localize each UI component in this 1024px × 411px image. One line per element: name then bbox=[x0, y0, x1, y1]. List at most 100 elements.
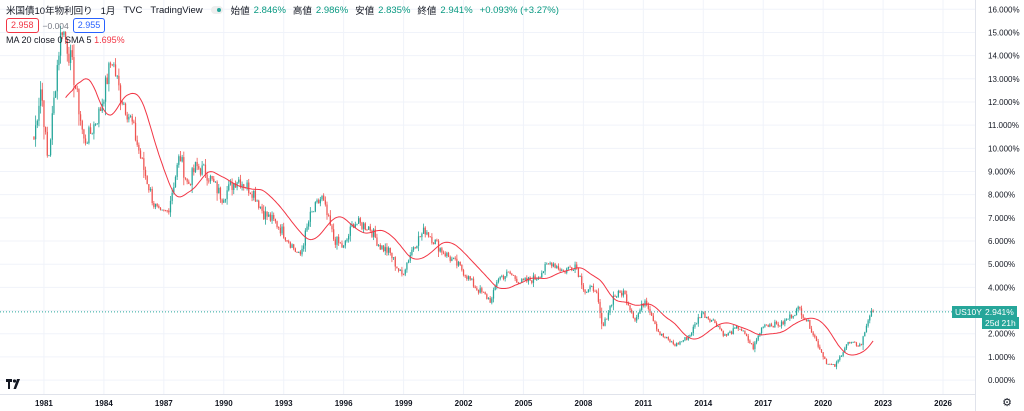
candle-body bbox=[464, 275, 466, 277]
candle-body bbox=[411, 249, 413, 256]
candle-body bbox=[159, 207, 162, 210]
candle-body bbox=[239, 179, 242, 187]
candle-body bbox=[78, 89, 80, 115]
candle-body bbox=[681, 341, 683, 343]
candle-body bbox=[472, 278, 475, 287]
candle-body bbox=[179, 156, 182, 162]
candle-body bbox=[754, 342, 756, 350]
candle-body bbox=[657, 329, 659, 332]
candle-body bbox=[397, 268, 400, 271]
candle-body bbox=[830, 363, 833, 365]
candle-body bbox=[143, 158, 145, 170]
candle-body bbox=[504, 276, 506, 280]
high-label: 高値 bbox=[292, 6, 312, 17]
candle-body bbox=[181, 157, 183, 162]
candle-body bbox=[732, 328, 734, 335]
candle-body bbox=[659, 331, 661, 336]
candle-body bbox=[704, 312, 706, 318]
candle-body bbox=[119, 85, 122, 102]
symbol-name[interactable]: 米国債10年物利回り bbox=[6, 6, 93, 17]
candle-body bbox=[309, 211, 311, 222]
candle-body bbox=[699, 317, 701, 319]
candle-body bbox=[579, 276, 581, 277]
candle-body bbox=[844, 348, 846, 353]
candle-body bbox=[33, 136, 35, 140]
candle-body bbox=[682, 340, 684, 342]
candle-body bbox=[479, 288, 481, 293]
candle-body bbox=[674, 344, 676, 347]
candle-body bbox=[206, 174, 208, 181]
candle-body bbox=[745, 334, 748, 336]
candle-body bbox=[226, 190, 228, 200]
candle-body bbox=[367, 226, 370, 230]
candle-body bbox=[740, 328, 743, 331]
candle-body bbox=[319, 199, 321, 204]
candle-body bbox=[714, 319, 716, 323]
candle-body bbox=[299, 251, 301, 255]
candle-body bbox=[552, 263, 555, 267]
candle-body bbox=[586, 291, 588, 293]
candle-body bbox=[762, 326, 764, 328]
candle-body bbox=[710, 320, 713, 322]
candle-body bbox=[43, 100, 45, 128]
candle-body bbox=[441, 248, 443, 253]
source-label: TVC bbox=[123, 4, 143, 16]
candle-body bbox=[857, 345, 859, 347]
candle-body bbox=[676, 343, 678, 347]
candle-body bbox=[807, 319, 809, 322]
sell-button[interactable]: 2.958 bbox=[6, 18, 39, 33]
candle-body bbox=[141, 157, 143, 159]
candle-body bbox=[151, 189, 153, 204]
price-tick-label: 13.000% bbox=[988, 75, 1020, 84]
candle-body bbox=[785, 318, 788, 320]
tradingview-logo-icon[interactable] bbox=[6, 379, 22, 389]
time-tick-label: 2014 bbox=[694, 399, 712, 408]
time-axis[interactable]: 1981 1984 1987 1990 1993 1996 1999 2002 2005 2008… bbox=[35, 399, 952, 408]
candle-body bbox=[168, 210, 170, 213]
indicator-legend[interactable]: MA 20 close 0 SMA 5 1.695% bbox=[6, 35, 125, 45]
candle-body bbox=[314, 202, 316, 212]
candle-body bbox=[752, 343, 754, 350]
time-tick-label: 1984 bbox=[95, 399, 113, 408]
indicator-value: 1.695% bbox=[94, 35, 125, 45]
price-axis[interactable]: 0.000%1.000%2.000%3.000%4.000%5.000%6.00… bbox=[988, 5, 1020, 385]
candle-body bbox=[284, 237, 287, 241]
candle-body bbox=[288, 241, 290, 243]
buy-button[interactable]: 2.955 bbox=[72, 18, 106, 33]
candle-body bbox=[576, 264, 578, 269]
candle-body bbox=[256, 200, 258, 202]
candle-body bbox=[790, 314, 793, 318]
candle-body bbox=[654, 321, 656, 324]
candle-body bbox=[161, 209, 163, 211]
price-tick-label: 16.000% bbox=[988, 5, 1020, 14]
candle-body bbox=[539, 277, 541, 279]
candle-body bbox=[442, 252, 445, 254]
candle-body bbox=[587, 289, 590, 292]
candle-body bbox=[63, 31, 65, 35]
market-status-icon[interactable] bbox=[210, 6, 223, 14]
low-value: 2.835% bbox=[378, 4, 411, 16]
candle-body bbox=[259, 206, 262, 208]
candle-body bbox=[451, 258, 453, 261]
candle-body bbox=[391, 252, 393, 259]
candle-body bbox=[59, 32, 62, 56]
price-tick-label: 7.000% bbox=[988, 214, 1015, 223]
interval-label[interactable]: 1月 bbox=[100, 6, 116, 17]
candle-body bbox=[760, 327, 763, 334]
candle-body bbox=[303, 245, 305, 249]
candle-body bbox=[609, 305, 611, 313]
settings-gear-icon[interactable]: ⚙ bbox=[1002, 397, 1012, 409]
candle-body bbox=[234, 183, 237, 188]
indicator-label: MA 20 close 0 SMA 5 bbox=[6, 35, 92, 45]
candle-body bbox=[531, 280, 533, 283]
candle-body bbox=[512, 275, 515, 276]
candle-body bbox=[249, 193, 252, 195]
legend-header: 米国債10年物利回り 1月 TVC TradingView 始値 2.846% 高… bbox=[6, 3, 562, 18]
open-label: 始値 bbox=[230, 6, 250, 17]
candle-body bbox=[417, 236, 420, 246]
candle-body bbox=[571, 267, 573, 271]
candle-body bbox=[827, 363, 829, 365]
candle-body bbox=[298, 251, 300, 253]
candle-body bbox=[845, 344, 848, 349]
